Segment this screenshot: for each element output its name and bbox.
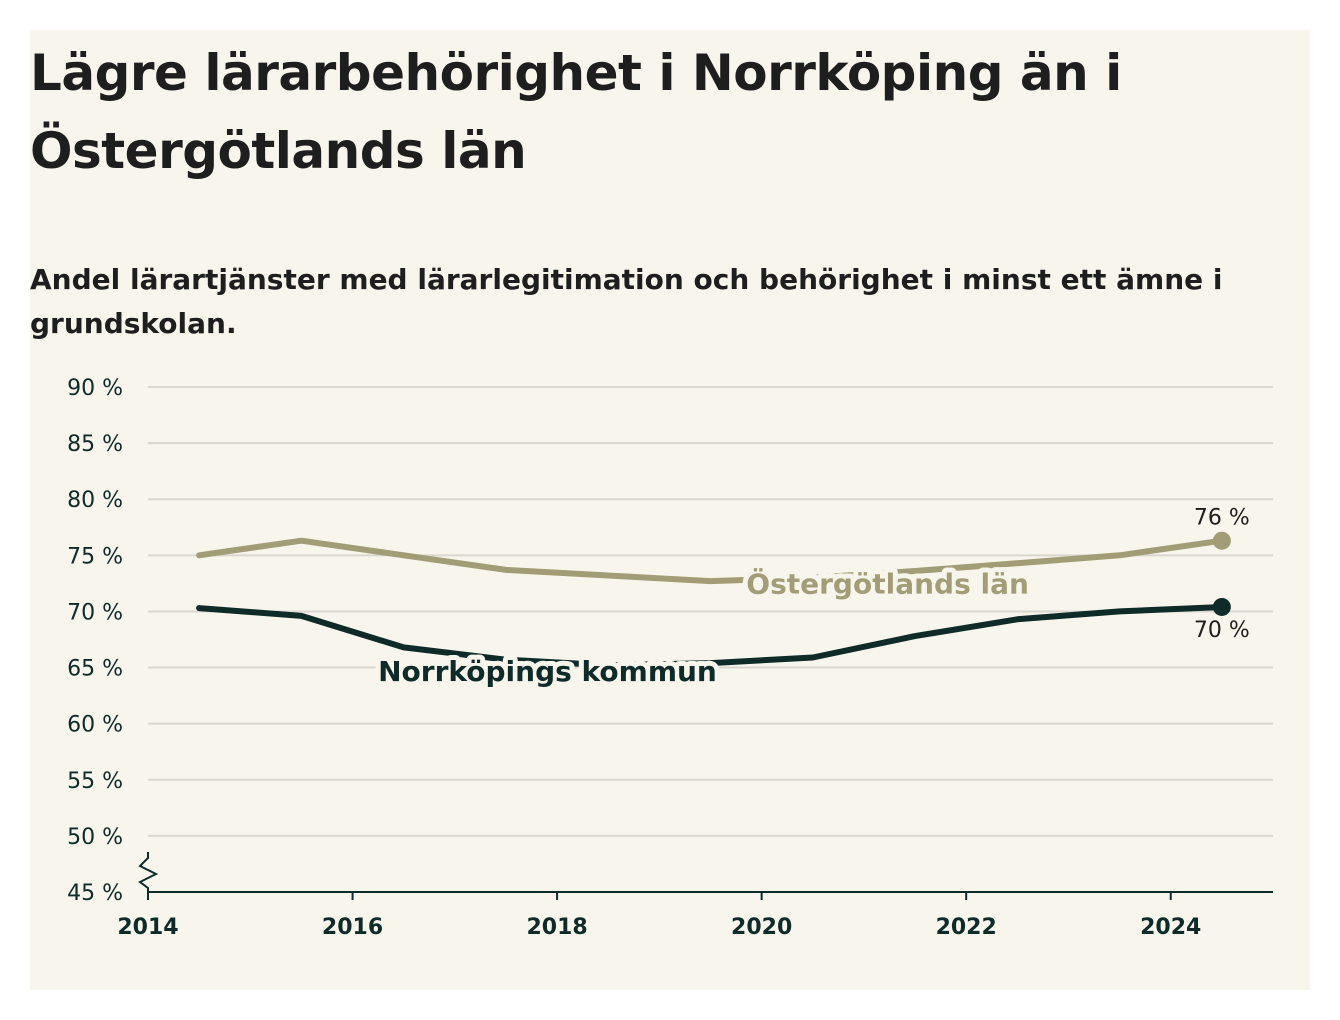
series-line-ostergotland <box>196 537 1225 585</box>
chart-title: Lägre lärarbehörighet i Norrköping än i … <box>30 44 1122 180</box>
y-tick-label-50: 50 % <box>67 825 123 850</box>
x-tick-label-2016: 2016 <box>322 915 383 940</box>
series-endpoint-ostergotland <box>1212 531 1231 550</box>
series-label-ostergotland: Östergötlands län <box>746 566 1029 600</box>
series-lines <box>196 531 1231 669</box>
series-line-norrkoping <box>196 604 1225 669</box>
y-tick-label-55: 55 % <box>67 769 123 794</box>
end-value-label-ostergotland: 76 % <box>1194 506 1250 531</box>
y-tick-label-45: 45 % <box>67 881 123 906</box>
y-tick-label-65: 65 % <box>67 657 123 682</box>
chart-card: Lägre lärarbehörighet i Norrköping än i … <box>30 30 1310 990</box>
series-label-norrkoping: Norrköpings kommun <box>378 655 717 688</box>
chart-subtitle: Andel lärartjänster med lärarlegitimatio… <box>30 263 1223 340</box>
x-tick-label-2018: 2018 <box>526 915 587 940</box>
x-tick-label-2024: 2024 <box>1140 915 1201 940</box>
y-tick-label-80: 80 % <box>67 488 123 513</box>
x-tick-label-2014: 2014 <box>117 915 178 940</box>
y-tick-label-90: 90 % <box>67 376 123 401</box>
x-axis: 2014 2016 2018 2020 2022 2024 <box>117 852 1273 940</box>
y-tick-label-85: 85 % <box>67 432 123 457</box>
x-tick-label-2020: 2020 <box>731 915 792 940</box>
end-value-label-norrkoping: 70 % <box>1194 618 1250 643</box>
y-axis-break-mark <box>138 852 159 892</box>
y-axis-ticks: 45 % 50 % 55 % 60 % 65 % 70 % 75 % 80 % 85 % 90 % <box>67 376 123 906</box>
y-tick-label-70: 70 % <box>67 600 123 625</box>
x-tick-label-2022: 2022 <box>936 915 997 940</box>
y-tick-label-60: 60 % <box>67 713 123 738</box>
series-endpoint-norrkoping <box>1212 597 1231 616</box>
y-tick-label-75: 75 % <box>67 544 123 569</box>
grid-lines <box>148 386 1273 837</box>
series-labels: Östergötlands län Norrköpings kommun 76 % 7… <box>373 506 1250 693</box>
